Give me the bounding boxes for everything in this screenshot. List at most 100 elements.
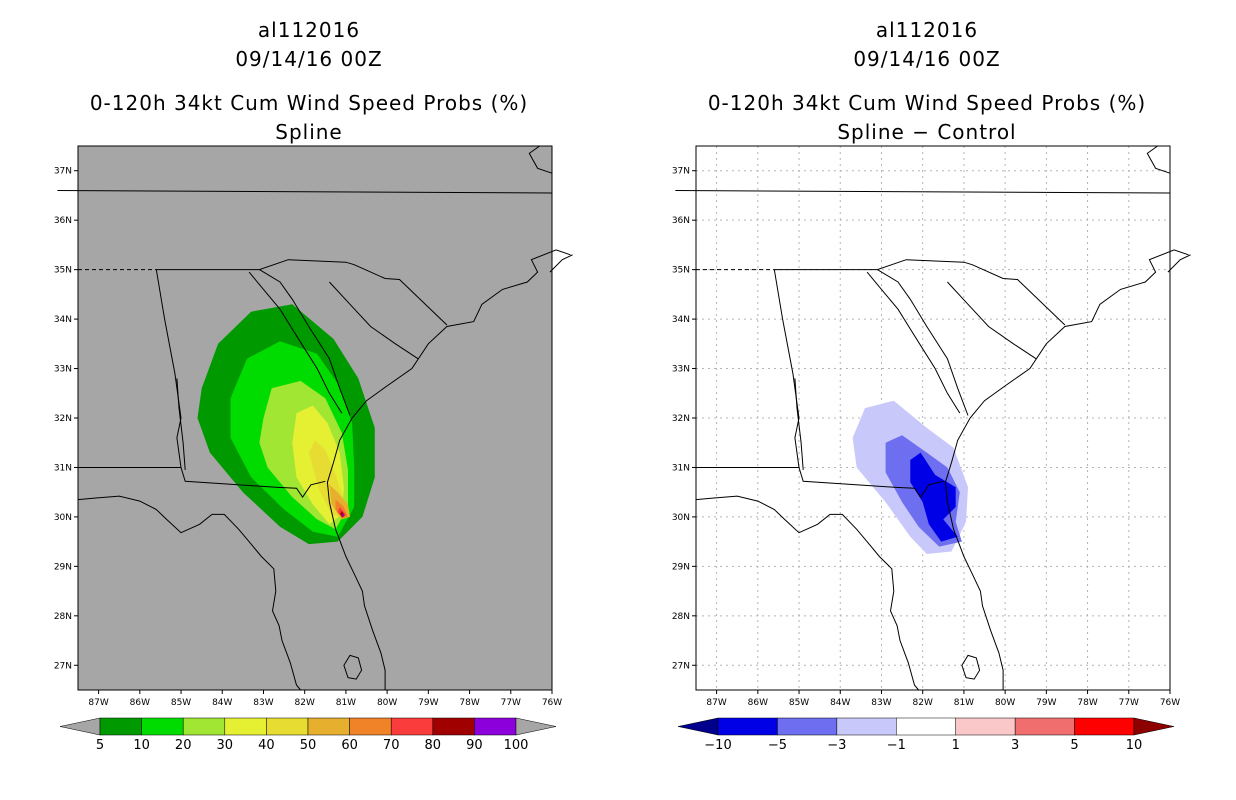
colorbar-swatch — [266, 717, 309, 736]
colorbar-label: 20 — [175, 738, 192, 753]
colorbar-label: 80 — [425, 738, 442, 753]
river — [329, 281, 419, 360]
colorbar-label: 5 — [1070, 738, 1078, 753]
right-map: 37N 36N 35N 34N 33N 32N 31N 30N 29N 28N 27N 87W 86W 8… — [672, 145, 1191, 753]
lon-tick-label: 78W — [459, 698, 479, 708]
lake-okeechobee — [343, 654, 363, 680]
lon-tick-label: 80W — [995, 698, 1015, 708]
lat-tick-label: 31N — [672, 463, 690, 473]
colorbar-low-arrow — [59, 717, 101, 736]
lon-tick-label: 77W — [1119, 698, 1139, 708]
lon-tick-label: 76W — [1160, 698, 1180, 708]
lat-tick-label: 32N — [54, 414, 72, 424]
product-title: 0-120h 34kt Cum Wind Speed Probs (%) — [707, 91, 1147, 115]
lon-tick-label: 87W — [88, 698, 108, 708]
colorbar-label: 40 — [258, 738, 275, 753]
lon-tick-label: 83W — [253, 698, 273, 708]
colorbar-swatch — [717, 717, 778, 736]
lon-tick-label: 80W — [377, 698, 397, 708]
lon-tick-label: 77W — [501, 698, 521, 708]
lat-tick-label: 36N — [672, 216, 690, 226]
subtitle: Spline — [275, 120, 343, 144]
colorbar-swatch — [777, 717, 838, 736]
colorbar-label: 100 — [504, 738, 529, 753]
colorbar-swatch — [1074, 717, 1135, 736]
storm-id-title: al112016 — [875, 18, 979, 42]
lat-tick-label: 37N — [672, 167, 690, 177]
colorbar-swatch — [955, 717, 1016, 736]
lon-tick-label: 87W — [706, 698, 726, 708]
subtitle: Spline − Control — [837, 120, 1017, 144]
lat-tick-label: 37N — [54, 167, 72, 177]
lat-tick-label: 30N — [672, 513, 690, 523]
lat-tick-label: 36N — [54, 216, 72, 226]
state-border — [675, 190, 1171, 194]
lat-tick-label: 31N — [54, 463, 72, 473]
lat-tick-label: 30N — [54, 513, 72, 523]
outer-banks — [1167, 254, 1191, 273]
colorbar-swatch — [432, 717, 475, 736]
colorbar-label: −5 — [768, 738, 787, 753]
product-title: 0-120h 34kt Cum Wind Speed Probs (%) — [89, 91, 529, 115]
colorbar-label: 3 — [1011, 738, 1019, 753]
colorbar-low-arrow — [677, 717, 719, 736]
colorbar-label: 90 — [466, 738, 483, 753]
lat-tick-label: 27N — [54, 661, 72, 671]
atlantic-coastline — [326, 249, 571, 690]
lon-tick-label: 86W — [748, 698, 768, 708]
lon-tick-label: 79W — [418, 698, 438, 708]
lat-tick-label: 34N — [54, 315, 72, 325]
colorbar-label: 10 — [133, 738, 150, 753]
colorbar-label: 60 — [341, 738, 358, 753]
datetime-title: 09/14/16 00Z — [235, 47, 383, 71]
lat-tick-label: 29N — [54, 562, 72, 572]
colorbar-swatch — [1014, 717, 1075, 736]
colorbar-label: −1 — [887, 738, 906, 753]
lon-tick-label: 86W — [130, 698, 150, 708]
state-border — [259, 269, 351, 416]
left-map: 37N 36N 35N 34N 33N 32N 31N 30N 29N 28N 27N 87W 86W 8… — [54, 145, 573, 753]
colorbar-swatch — [182, 717, 226, 736]
colorbar-swatch — [896, 717, 956, 736]
lon-tick-label: 81W — [336, 698, 356, 708]
contour-band — [341, 513, 344, 517]
river — [866, 271, 961, 414]
lon-tick-label: 76W — [542, 698, 562, 708]
lon-tick-label: 84W — [212, 698, 232, 708]
lon-tick-label: 82W — [295, 698, 315, 708]
river — [947, 281, 1037, 360]
colorbar-label: −3 — [827, 738, 846, 753]
colorbar-label: 50 — [300, 738, 317, 753]
colorbar-label: 10 — [1126, 738, 1143, 753]
lat-tick-label: 32N — [672, 414, 690, 424]
atlantic-coastline — [944, 249, 1189, 690]
state-border — [774, 259, 1066, 326]
colorbar-high-arrow — [515, 717, 557, 736]
state-border — [877, 269, 969, 416]
lon-tick-label: 82W — [913, 698, 933, 708]
colorbar-high-arrow — [1133, 717, 1175, 736]
lon-tick-label: 84W — [830, 698, 850, 708]
gulf-coastline — [77, 495, 301, 691]
colorbar-label: 70 — [383, 738, 400, 753]
lat-tick-label: 35N — [54, 266, 72, 276]
lon-tick-label: 79W — [1036, 698, 1056, 708]
lat-tick-label: 28N — [672, 612, 690, 622]
lat-tick-label: 29N — [672, 562, 690, 572]
lon-tick-label: 81W — [954, 698, 974, 708]
lon-tick-label: 78W — [1077, 698, 1097, 708]
colorbar-swatch — [141, 717, 184, 736]
colorbar-label: −10 — [704, 738, 731, 753]
lon-tick-label: 85W — [171, 698, 191, 708]
outer-banks — [549, 254, 573, 273]
colorbar-swatch — [349, 717, 392, 736]
state-border — [696, 467, 944, 498]
colorbar-swatch — [224, 717, 267, 736]
colorbar-swatch — [307, 717, 350, 736]
right-map-panel: al112016 09/14/16 00Z 0-120h 34kt Cum Wi… — [618, 0, 1236, 800]
lat-tick-label: 28N — [54, 612, 72, 622]
colorbar-label: 30 — [217, 738, 234, 753]
colorbar-label: 5 — [96, 738, 104, 753]
lat-tick-label: 27N — [672, 661, 690, 671]
lake-okeechobee — [961, 654, 981, 680]
